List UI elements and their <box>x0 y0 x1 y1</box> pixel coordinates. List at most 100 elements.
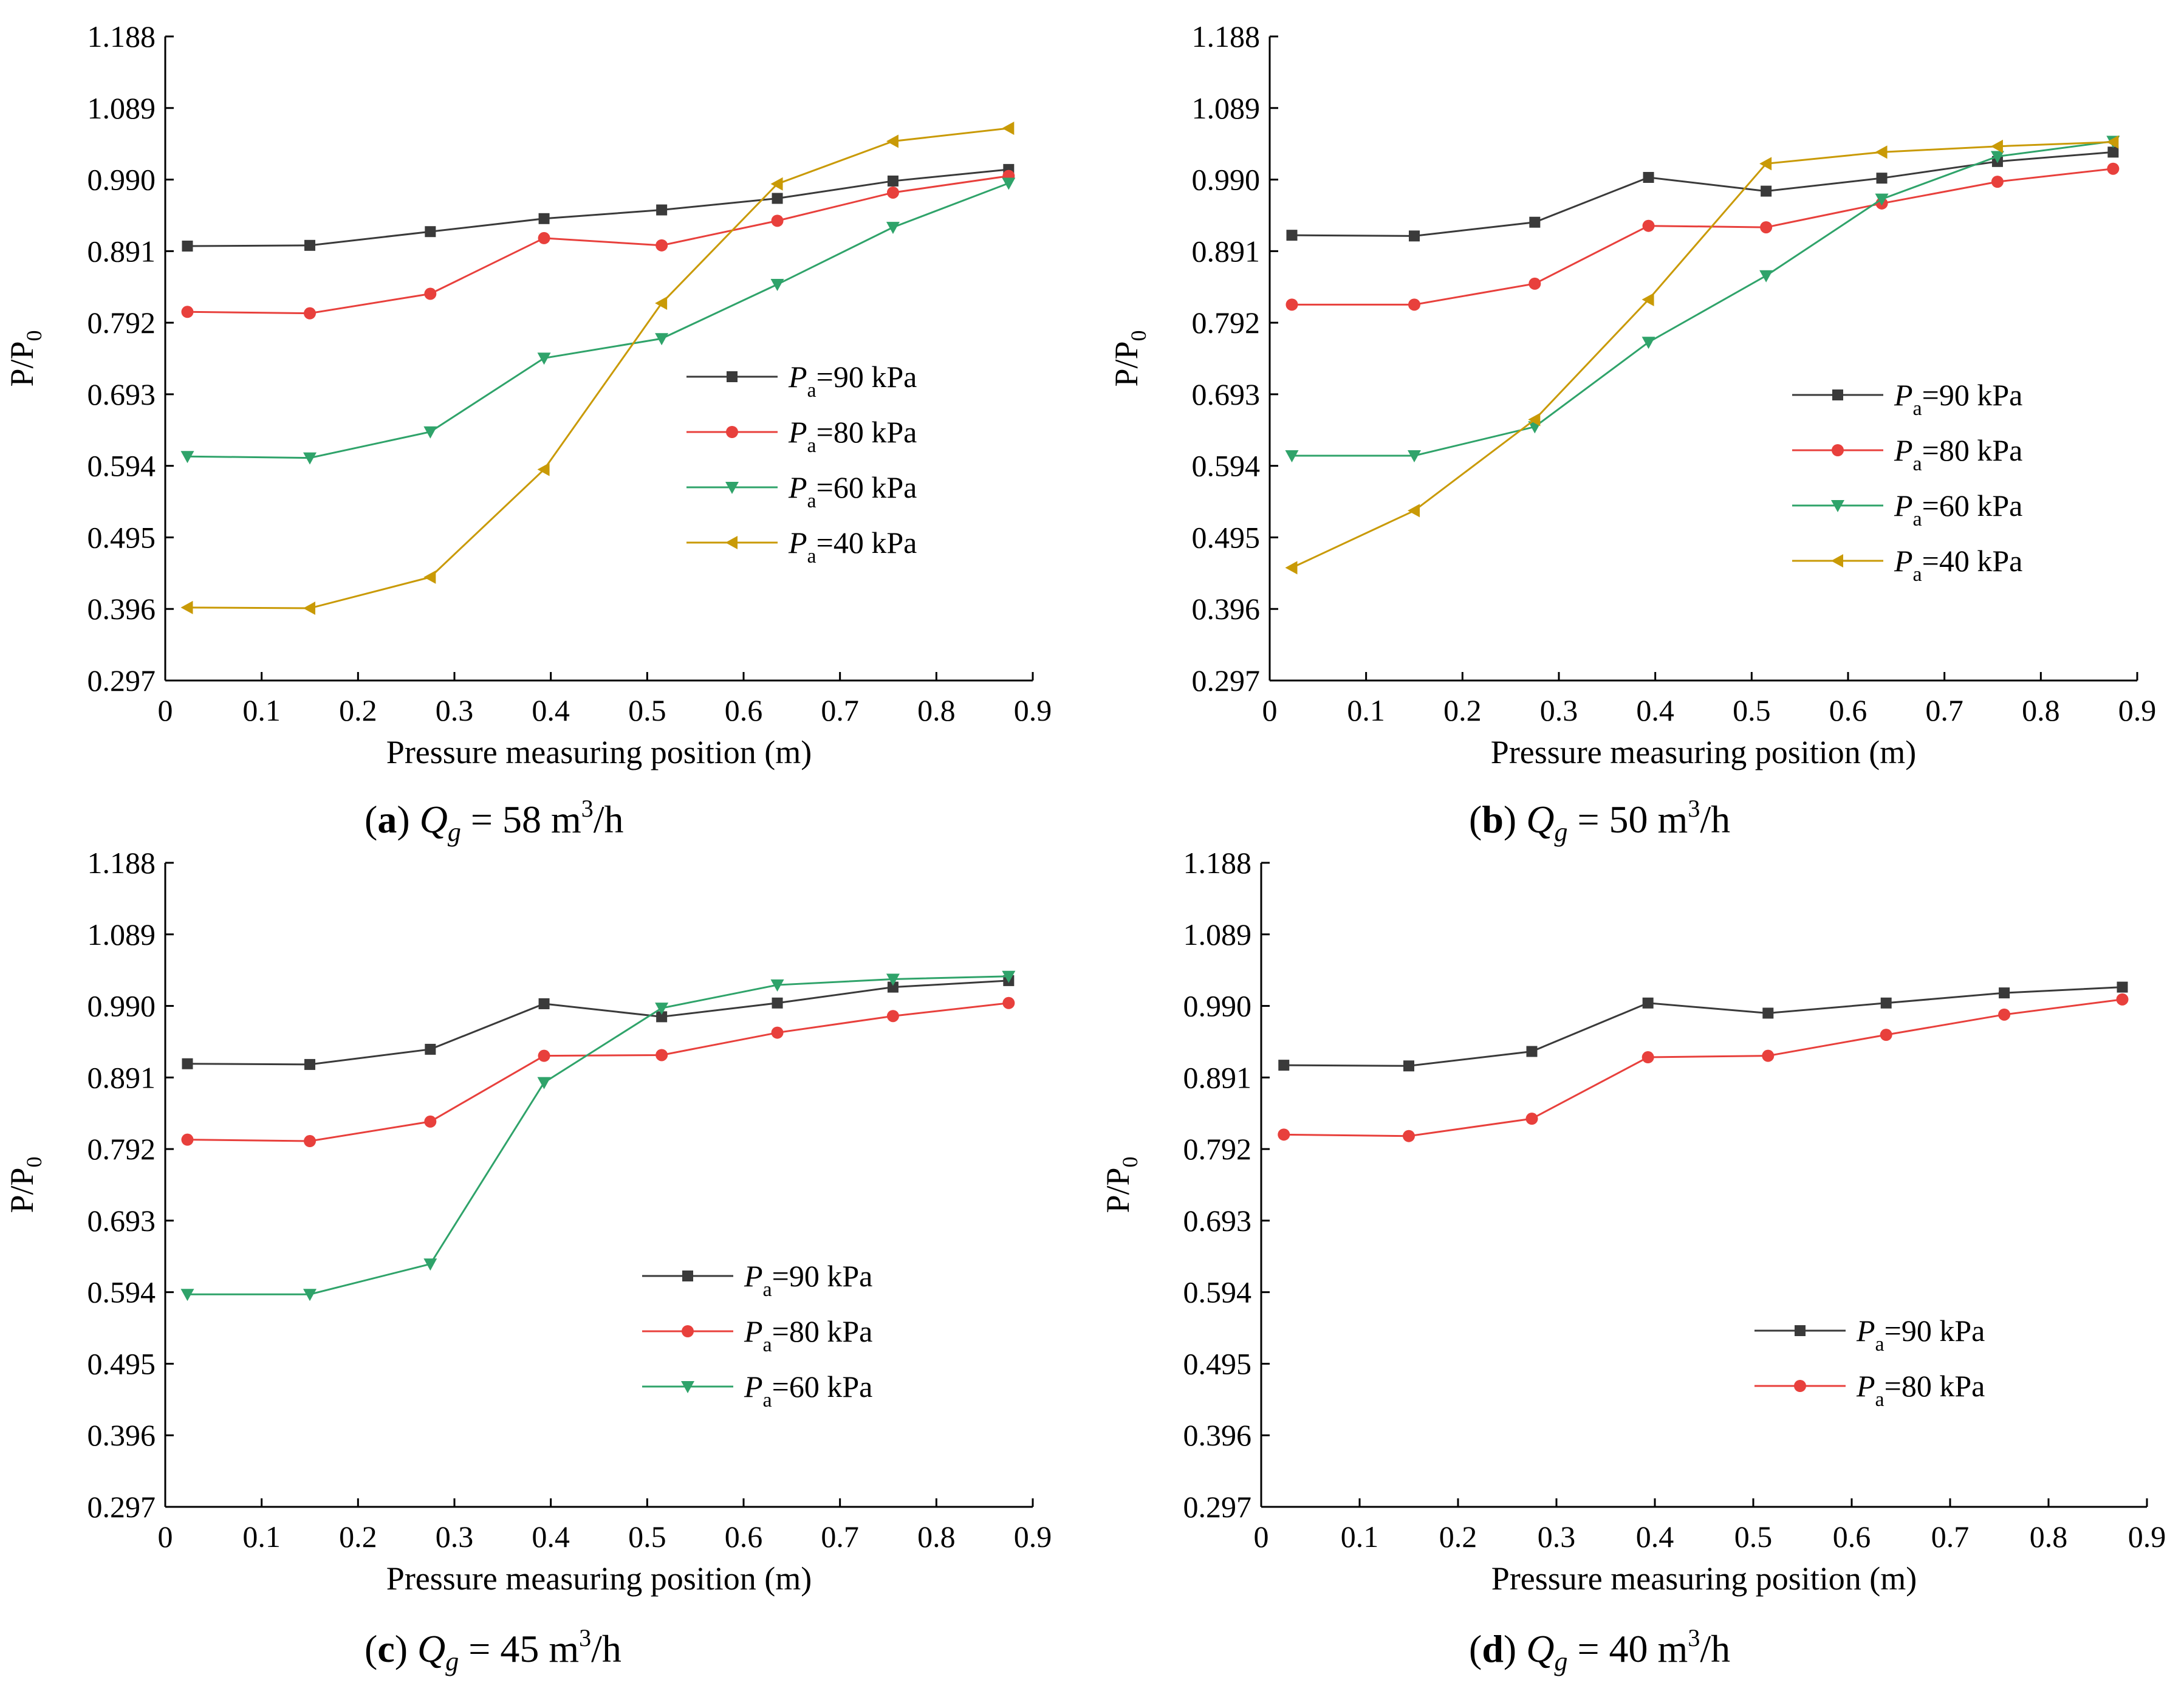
y-tick-label: 0.594 <box>87 449 156 483</box>
y-tick-label: 1.089 <box>87 917 156 952</box>
data-point <box>1528 413 1541 427</box>
data-point <box>423 426 437 439</box>
x-tick-label: 0.5 <box>1733 693 1771 727</box>
data-point <box>1002 970 1016 983</box>
data-point <box>180 600 193 614</box>
data-point <box>425 1043 436 1055</box>
y-tick-label: 0.891 <box>1183 1060 1252 1094</box>
y-axis-title: P/P0 <box>4 1156 46 1213</box>
data-point <box>537 462 550 476</box>
data-point <box>424 1115 437 1128</box>
x-axis-title: Pressure measuring position (m) <box>1491 734 1916 770</box>
data-point <box>887 981 899 993</box>
data-point <box>1876 173 1888 184</box>
x-tick-label: 0.5 <box>628 693 666 727</box>
data-point <box>1642 997 1654 1009</box>
data-point <box>304 1058 315 1070</box>
series-line-90kpa <box>1284 986 2123 1067</box>
y-tick-label: 1.188 <box>87 846 156 880</box>
y-tick-label: 0.396 <box>87 1418 156 1452</box>
data-point <box>1760 221 1773 234</box>
data-point <box>771 1026 784 1039</box>
panel-caption: (c) Qg = 45 m3/h <box>365 1624 621 1676</box>
data-point <box>537 352 551 365</box>
legend-label: Pa=80 kPa <box>788 415 917 457</box>
y-tick-label: 0.297 <box>87 664 156 698</box>
data-point <box>1403 1060 1414 1072</box>
series-line-80kpa <box>1292 168 2114 306</box>
data-point <box>1002 122 1015 135</box>
data-point <box>770 279 784 292</box>
legend-marker <box>681 1381 694 1393</box>
y-tick-label: 0.495 <box>1192 520 1261 554</box>
x-tick-label: 0.1 <box>242 1520 281 1554</box>
x-tick-label: 0.1 <box>1347 693 1385 727</box>
data-point <box>1286 230 1298 241</box>
legend-label: Pa=90 kPa <box>1894 378 2022 420</box>
data-point <box>2107 146 2119 158</box>
y-tick-label: 0.990 <box>1183 989 1252 1023</box>
data-point <box>1880 997 1892 1009</box>
x-tick-label: 0.7 <box>821 1520 859 1554</box>
data-point <box>1641 1051 1654 1064</box>
series-line-80kpa <box>187 1002 1009 1142</box>
x-tick-label: 0.7 <box>1925 693 1963 727</box>
legend-label: Pa=80 kPa <box>1856 1369 1985 1411</box>
panel-c: 0 0.1 0.2 0.3 0.4 0.5 0.6 0.7 0.8 0.9 0.297 0.396 0.… <box>4 846 1052 1676</box>
legend-marker <box>682 1325 694 1337</box>
x-tick-label: 0.2 <box>339 693 377 727</box>
data-point <box>304 1135 316 1148</box>
x-tick-label: 0.4 <box>532 693 570 727</box>
x-tick-label: 0 <box>158 1520 173 1554</box>
data-point <box>182 1058 193 1069</box>
data-point <box>1875 145 1888 159</box>
data-point <box>1761 185 1772 197</box>
y-tick-label: 1.188 <box>1183 846 1252 880</box>
x-tick-label: 0.6 <box>1833 1520 1871 1554</box>
x-axis-title: Pressure measuring position (m) <box>386 1560 812 1597</box>
x-tick-label: 0.5 <box>1734 1520 1773 1554</box>
series-line-90kpa <box>187 168 1009 247</box>
data-point <box>1998 1008 2011 1021</box>
legend-label: Pa=60 kPa <box>744 1370 872 1411</box>
x-tick-label: 0.8 <box>917 693 956 727</box>
y-axis-title: P/P0 <box>1100 1156 1142 1213</box>
data-point <box>2116 993 2129 1006</box>
data-point <box>655 1003 669 1015</box>
data-point <box>1875 193 1889 206</box>
series-line-60kpa <box>1292 140 2114 457</box>
data-point <box>2117 981 2128 993</box>
x-tick-label: 0.3 <box>436 1520 474 1554</box>
data-point <box>303 602 315 616</box>
data-point <box>182 241 193 252</box>
x-tick-label: 0 <box>158 693 173 727</box>
data-point <box>423 1258 437 1271</box>
y-tick-label: 0.990 <box>87 989 156 1023</box>
legend-label: Pa=90 kPa <box>1856 1314 1985 1356</box>
y-tick-label: 1.188 <box>87 19 156 53</box>
legend-marker <box>726 426 738 438</box>
data-point <box>424 287 437 300</box>
y-tick-label: 0.297 <box>87 1490 156 1524</box>
data-point <box>1880 1029 1892 1041</box>
data-point <box>1999 987 2010 999</box>
legend-marker <box>1795 1325 1806 1336</box>
data-point <box>1285 561 1298 575</box>
data-point <box>1408 298 1420 311</box>
data-point <box>886 222 900 235</box>
y-tick-label: 0.693 <box>1183 1204 1252 1238</box>
data-point <box>425 226 436 238</box>
data-point <box>304 307 316 320</box>
x-tick-label: 0.5 <box>628 1520 666 1554</box>
data-point <box>304 239 315 251</box>
x-tick-label: 0.8 <box>2030 1520 2068 1554</box>
x-tick-label: 0.3 <box>436 693 474 727</box>
data-point <box>1641 337 1655 349</box>
series-line-80kpa <box>187 175 1009 315</box>
data-point <box>772 997 783 1009</box>
panel-caption: (b) Qg = 50 m3/h <box>1469 795 1730 847</box>
x-tick-label: 0.4 <box>1636 693 1674 727</box>
data-point <box>423 570 436 584</box>
y-tick-label: 1.188 <box>1192 19 1261 53</box>
panel-d: 0 0.1 0.2 0.3 0.4 0.5 0.6 0.7 0.8 0.9 0.297 0.396 0.… <box>1100 846 2166 1676</box>
